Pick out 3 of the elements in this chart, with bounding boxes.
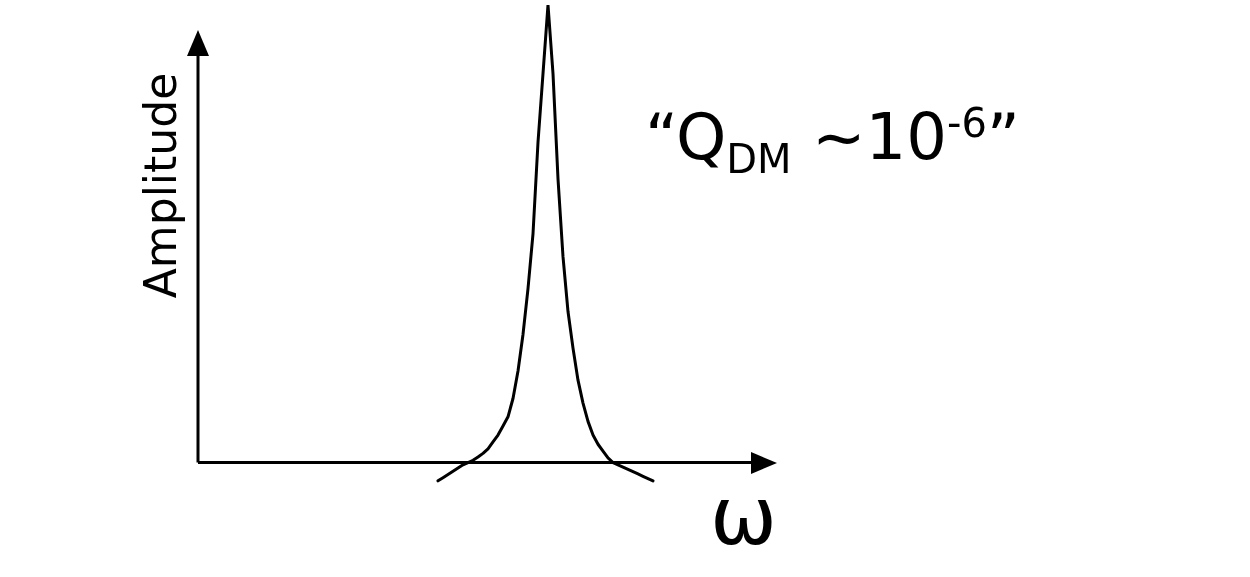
x-axis-title: ω	[710, 470, 777, 563]
annotation: “Q$_{DM}$ ~10$^{-6}$”	[645, 100, 1021, 183]
y-axis-title: Amplitude	[134, 71, 186, 301]
